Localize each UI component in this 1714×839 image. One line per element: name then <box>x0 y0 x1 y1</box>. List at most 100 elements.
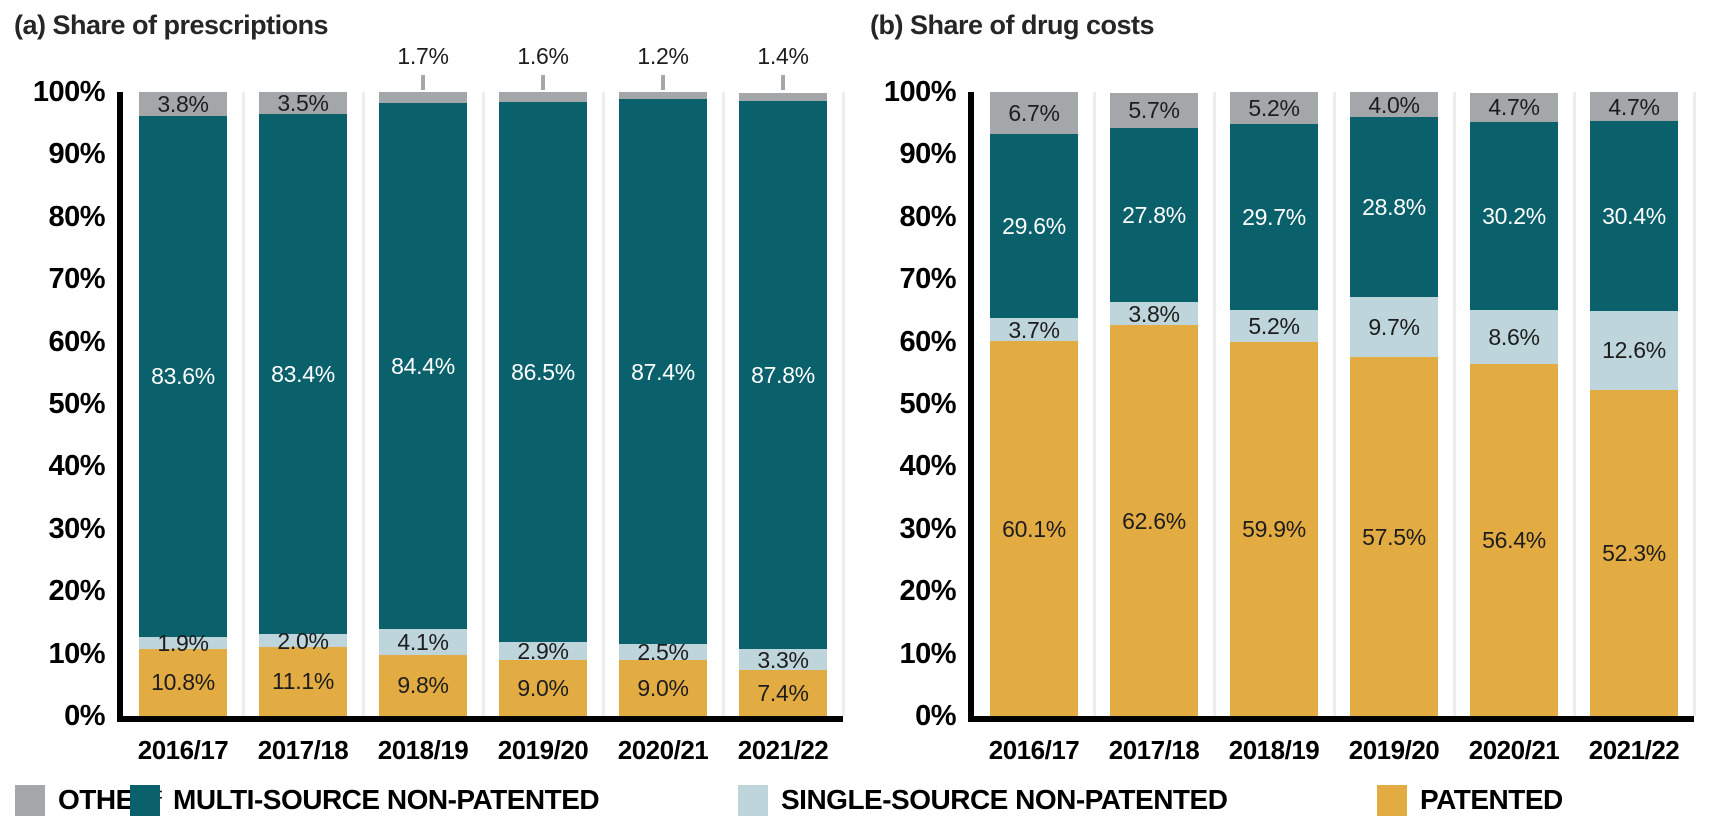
segment-multi-source-non-patented: 29.6% <box>990 133 1078 319</box>
bar-2020-21: 9.0% 2.5% 87.4% 1.2% <box>619 43 707 716</box>
y-tick: 10% <box>899 637 956 670</box>
segment-other: 4.0% <box>1350 92 1438 117</box>
bar-slot: 9.0% 2.5% 87.4% 1.2% 2020/21 <box>603 43 725 765</box>
segment-multi-source-non-patented: 83.4% <box>259 113 347 635</box>
x-axis-label: 2020/21 <box>617 735 709 765</box>
legend-swatch-multi-source-non-patented <box>130 784 160 816</box>
y-tick: 20% <box>48 575 105 608</box>
value-label-patented: 10.8% <box>151 669 215 696</box>
y-tick: 100% <box>32 76 106 108</box>
x-axis-label: 2016/17 <box>988 735 1080 765</box>
value-label-multi-source-non-patented: 28.8% <box>1362 193 1426 220</box>
segment-patented: 56.4% <box>1470 364 1558 716</box>
value-label-single-source-non-patented: 8.6% <box>1488 324 1540 351</box>
bar-slot: 57.5% 9.7% 28.8% 4.0% 2019/20 <box>1334 92 1456 765</box>
y-axis-labels: 0% 10% 20% 30% 40% 50% 60% 70% 80% 90% 100% <box>857 77 957 731</box>
chart-share-of-drug-costs: (b) Share of drug costs 0% 10% 20% 30% 40% 50… <box>857 0 1714 780</box>
segment-single-source-non-patented: 2.5% <box>619 640 707 664</box>
segment-patented: 60.1% <box>990 341 1078 716</box>
value-label-other-outside: 1.4% <box>757 43 809 69</box>
x-axis-label: 2017/18 <box>257 735 349 765</box>
y-tick: 40% <box>899 450 956 483</box>
segment-single-source-non-patented: 3.8% <box>1110 302 1198 326</box>
segment-patented: 52.3% <box>1590 389 1678 716</box>
value-label-other: 4.7% <box>1608 93 1660 120</box>
y-tick: 60% <box>48 325 105 358</box>
y-tick: 70% <box>48 263 105 296</box>
x-axis-label: 2018/19 <box>1228 735 1320 765</box>
value-label-multi-source-non-patented: 86.5% <box>511 358 575 385</box>
value-label-multi-source-non-patented: 29.6% <box>1002 213 1066 240</box>
segment-single-source-non-patented: 3.7% <box>990 318 1078 342</box>
segment-single-source-non-patented: 2.9% <box>499 639 587 663</box>
bar-slot: 11.1% 2.0% 83.4% 3.5% 2017/18 <box>243 91 365 765</box>
value-label-patented: 9.0% <box>637 674 689 701</box>
y-tick: 0% <box>915 700 956 732</box>
bar-2018-19: 9.8% 4.1% 84.4% 1.7% <box>379 43 467 716</box>
value-label-multi-source-non-patented: 27.8% <box>1122 201 1186 228</box>
bar-slot: 59.9% 5.2% 29.7% 5.2% 2018/19 <box>1214 92 1336 765</box>
bar-2020-21: 56.4% 8.6% 30.2% 4.7% <box>1470 92 1558 716</box>
value-label-multi-source-non-patented: 87.4% <box>631 358 695 385</box>
segment-other <box>739 92 827 102</box>
bar-2016-17: 60.1% 3.7% 29.6% 6.7% <box>990 92 1078 716</box>
bar-2017-18: 11.1% 2.0% 83.4% 3.5% <box>259 91 347 716</box>
segment-other: 6.7% <box>990 92 1078 134</box>
value-label-patented: 52.3% <box>1602 539 1666 566</box>
segment-other: 5.7% <box>1110 92 1198 129</box>
value-label-single-source-non-patented: 3.3% <box>757 646 809 673</box>
x-axis-label: 2018/19 <box>377 735 469 765</box>
value-label-patented: 59.9% <box>1242 516 1306 543</box>
legend-item-multi-source-non-patented: MULTI-SOURCE NON-PATENTED <box>130 784 600 816</box>
legend-swatch-single-source-non-patented <box>738 784 768 816</box>
segment-single-source-non-patented: 1.9% <box>139 631 227 655</box>
segment-other: 3.8% <box>139 92 227 116</box>
segment-multi-source-non-patented: 84.4% <box>379 102 467 630</box>
segment-single-source-non-patented: 8.6% <box>1470 310 1558 365</box>
bar-slot: 9.0% 2.9% 86.5% 1.6% 2019/20 <box>483 43 605 765</box>
value-label-patented: 9.8% <box>397 672 449 699</box>
segment-multi-source-non-patented: 86.5% <box>499 102 587 642</box>
segment-patented: 9.0% <box>619 659 707 716</box>
plot-bars: 10.8% 1.9% 83.6% 3.8% 2016/17 11.1% 2.0% 83.4% 3… <box>123 43 845 765</box>
value-label-other: 5.2% <box>1248 95 1300 122</box>
value-label-other: 4.7% <box>1488 94 1540 121</box>
segment-other: 4.7% <box>1590 92 1678 122</box>
y-tick: 90% <box>48 138 105 171</box>
segment-multi-source-non-patented: 83.6% <box>139 115 227 637</box>
chart-share-of-prescriptions: (a) Share of prescriptions 0% 10% 20% 30% 40… <box>0 0 857 780</box>
segment-other <box>379 92 467 103</box>
plot-bars: 60.1% 3.7% 29.6% 6.7% 2016/17 62.6% 3.8% 27.8% 5… <box>974 92 1696 765</box>
value-label-single-source-non-patented: 2.0% <box>277 627 329 654</box>
segment-single-source-non-patented: 3.3% <box>739 646 827 673</box>
bar-slot: 60.1% 3.7% 29.6% 6.7% 2016/17 <box>974 92 1096 765</box>
y-tick: 20% <box>899 575 956 608</box>
value-label-patented: 62.6% <box>1122 507 1186 534</box>
bar-2016-17: 10.8% 1.9% 83.6% 3.8% <box>139 92 227 716</box>
legend-label-single-source-non-patented: SINGLE-SOURCE NON-PATENTED <box>781 784 1228 815</box>
value-label-patented: 11.1% <box>271 668 334 695</box>
segment-multi-source-non-patented: 27.8% <box>1110 128 1198 302</box>
x-axis-label: 2021/22 <box>737 735 829 765</box>
value-label-single-source-non-patented: 9.7% <box>1368 313 1420 340</box>
chart-a-title: (a) Share of prescriptions <box>14 10 329 40</box>
segment-multi-source-non-patented: 87.4% <box>619 99 707 645</box>
segment-other: 4.7% <box>1470 92 1558 122</box>
segment-multi-source-non-patented: 87.8% <box>739 101 827 650</box>
bar-slot: 52.3% 12.6% 30.4% 4.7% 2021/22 <box>1574 92 1696 765</box>
value-label-other: 6.7% <box>1008 99 1060 126</box>
value-label-other-outside: 1.2% <box>637 43 689 69</box>
y-tick: 0% <box>64 700 105 732</box>
value-label-patented: 7.4% <box>757 679 809 706</box>
segment-single-source-non-patented: 2.0% <box>259 629 347 653</box>
value-label-multi-source-non-patented: 30.2% <box>1482 203 1546 230</box>
segment-single-source-non-patented: 4.1% <box>379 629 467 655</box>
y-tick: 90% <box>899 138 956 171</box>
bar-slot: 9.8% 4.1% 84.4% 1.7% 2018/19 <box>363 43 485 765</box>
segment-multi-source-non-patented: 30.4% <box>1590 121 1678 312</box>
plot-area: 60.1% 3.7% 29.6% 6.7% 2016/17 62.6% 3.8% 27.8% 5… <box>968 92 1696 765</box>
y-tick: 10% <box>48 637 105 670</box>
segment-multi-source-non-patented: 28.8% <box>1350 116 1438 297</box>
legend-swatch-other <box>15 784 45 816</box>
value-label-other: 5.7% <box>1128 97 1180 124</box>
